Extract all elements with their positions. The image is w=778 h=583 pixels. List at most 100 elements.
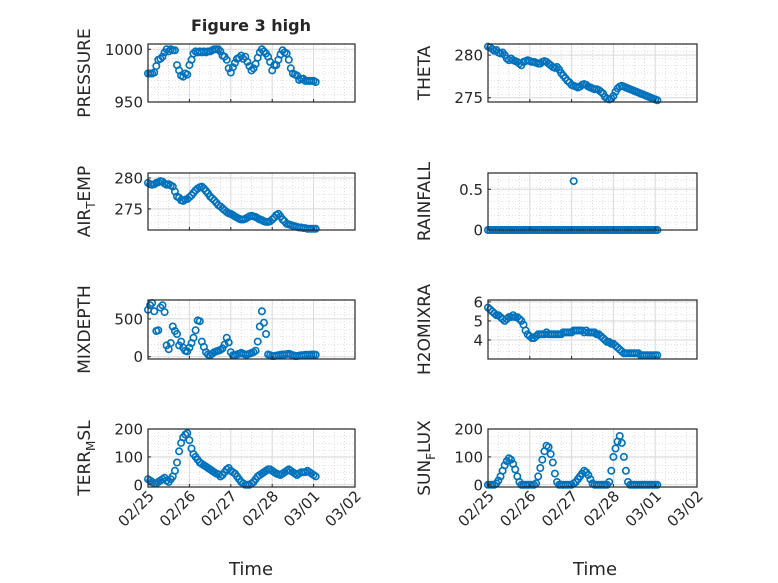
data-point	[619, 452, 628, 461]
y-axis-label-part: TERR	[75, 451, 95, 497]
y-axis-label-part: RAINFALL	[415, 161, 435, 241]
data-point	[220, 340, 229, 349]
y-tick-label: 100	[454, 448, 483, 466]
x-tick-label: 02/27	[538, 487, 581, 530]
y-axis-label-part: H2OMIXRA	[415, 284, 435, 375]
y-axis-label: PRESSURE	[75, 28, 95, 117]
data-point	[546, 450, 555, 459]
x-tick-label: 02/28	[239, 487, 282, 530]
series-markers	[483, 431, 662, 489]
data-point	[586, 475, 595, 484]
y-tick-label: 0	[133, 476, 143, 494]
y-tick-label: 200	[454, 421, 483, 439]
data-point	[197, 182, 206, 191]
data-point	[536, 463, 545, 472]
minor-grid	[148, 173, 355, 230]
x-tick-label: 03/02	[322, 487, 365, 530]
y-axis-label-part: AIR	[75, 209, 95, 238]
data-point	[590, 328, 599, 337]
series-markers	[144, 177, 320, 233]
y-axis-label-subscript: F	[424, 453, 438, 460]
axes-frame	[147, 299, 356, 360]
data-point	[224, 64, 233, 73]
data-point	[160, 308, 169, 317]
y-tick-label: 0	[473, 222, 483, 240]
data-point	[243, 57, 252, 66]
y-tick-label: 100	[114, 448, 143, 466]
y-axis-label: RAINFALL	[415, 161, 435, 241]
data-point	[607, 466, 616, 475]
subplot-left-2: 275 280 AIRTEMP	[75, 166, 356, 238]
data-point	[154, 326, 163, 335]
axes-frame	[487, 299, 698, 360]
data-point	[251, 346, 260, 355]
data-point	[515, 314, 524, 323]
y-tick-label: 275	[454, 89, 483, 107]
data-point	[185, 436, 194, 445]
data-point	[311, 472, 320, 481]
axes-frame	[147, 172, 356, 231]
y-tick-label: 500	[114, 310, 143, 328]
data-point	[502, 314, 511, 323]
data-point	[311, 350, 320, 359]
data-point	[538, 455, 547, 464]
y-tick-label: 5	[473, 312, 483, 330]
axes-frame	[487, 172, 698, 231]
subplot-left-1: 950 1000 PRESSURE	[75, 28, 356, 118]
data-point	[261, 329, 270, 338]
y-axis-label-part: SUN	[415, 460, 435, 496]
figure-title: Figure 3 high	[191, 16, 311, 35]
axes-frame	[487, 428, 698, 488]
major-grid	[488, 44, 697, 102]
data-point	[214, 45, 223, 54]
y-axis-label-subscript: T	[84, 201, 98, 210]
y-axis-label: H2OMIXRA	[415, 284, 435, 375]
series-markers	[483, 42, 662, 105]
data-point	[653, 480, 662, 489]
data-point	[173, 458, 182, 467]
x-tick-label: 02/28	[580, 487, 623, 530]
data-point	[268, 215, 277, 224]
data-point	[249, 64, 258, 73]
data-point	[224, 338, 233, 347]
subplot-left-4: 010020002/2502/2602/2702/2803/0103/02TER…	[75, 420, 365, 531]
x-tick-label: 02/26	[156, 487, 199, 530]
data-point	[170, 46, 179, 55]
data-point	[195, 317, 204, 326]
data-point	[259, 47, 268, 56]
subplot-left-3: 0 500 MIXDEPTH	[75, 285, 356, 374]
y-axis-label-part: LUX	[415, 420, 435, 453]
y-axis-label-part: SL	[75, 420, 95, 441]
x-tick-label: 03/01	[622, 487, 665, 530]
data-point	[653, 351, 662, 360]
y-tick-label: 275	[114, 200, 143, 218]
data-point	[311, 78, 320, 87]
data-point	[158, 301, 167, 310]
series-markers	[144, 45, 320, 87]
data-point	[183, 429, 192, 438]
data-point	[168, 322, 177, 331]
data-point	[228, 63, 237, 72]
data-point	[170, 466, 179, 475]
data-point	[548, 458, 557, 467]
major-grid	[148, 173, 355, 230]
data-point	[247, 66, 256, 75]
x-tick-label: 02/26	[496, 487, 539, 530]
data-point	[183, 70, 192, 79]
data-point	[158, 52, 167, 61]
series-markers	[483, 303, 662, 360]
data-point	[544, 443, 553, 452]
data-point	[605, 477, 614, 486]
y-tick-label: 0	[473, 476, 483, 494]
data-point	[500, 461, 509, 470]
data-point	[191, 326, 200, 335]
data-point	[208, 194, 217, 203]
y-axis-label-part: PRESSURE	[75, 28, 95, 117]
data-point	[506, 455, 515, 464]
y-tick-label: 4	[473, 331, 483, 349]
axes-frame	[147, 428, 356, 488]
data-point	[534, 472, 543, 481]
x-axis-label-right: Time	[572, 559, 617, 580]
data-point	[278, 215, 287, 224]
